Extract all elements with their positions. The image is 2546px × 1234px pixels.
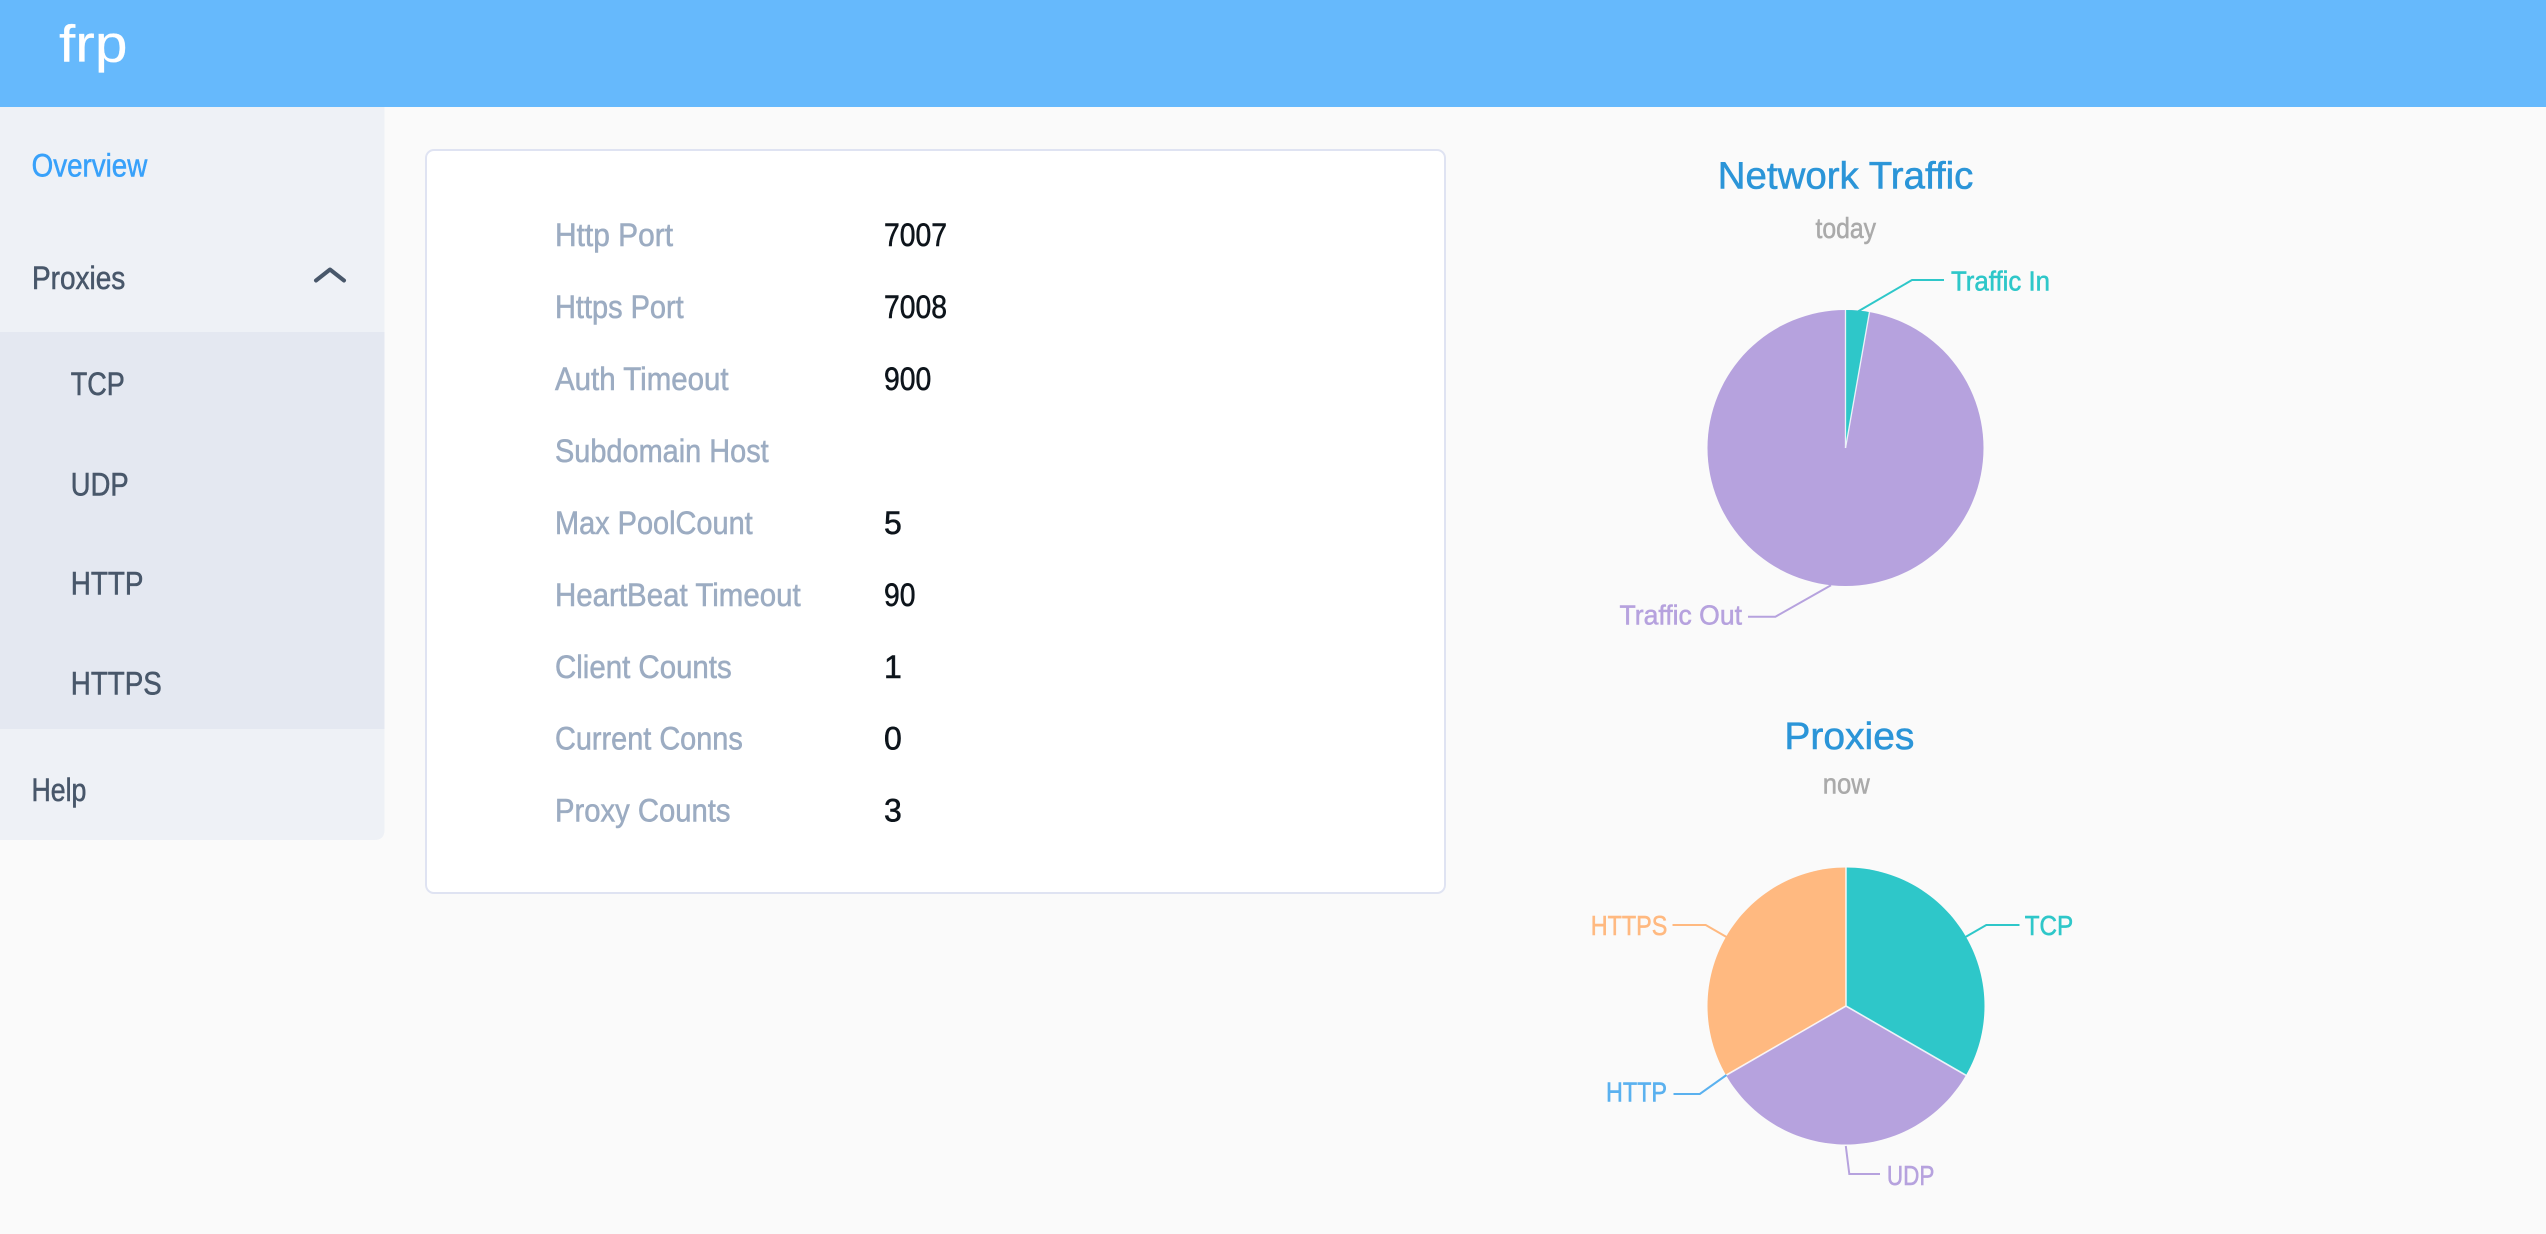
svg-text:Client Counts: Client Counts xyxy=(555,649,732,685)
svg-text:HTTP: HTTP xyxy=(1606,1077,1667,1108)
svg-text:Http Port: Http Port xyxy=(555,217,673,253)
svg-text:TCP: TCP xyxy=(71,366,125,402)
svg-text:90: 90 xyxy=(884,577,916,613)
svg-text:3: 3 xyxy=(884,793,902,829)
svg-text:HTTP: HTTP xyxy=(71,566,144,602)
svg-text:HTTPS: HTTPS xyxy=(71,665,162,701)
svg-text:frp: frp xyxy=(59,15,128,73)
svg-text:HTTPS: HTTPS xyxy=(1591,910,1668,941)
svg-text:HeartBeat Timeout: HeartBeat Timeout xyxy=(555,577,801,613)
svg-text:Traffic Out: Traffic Out xyxy=(1620,600,1743,631)
svg-text:Subdomain Host: Subdomain Host xyxy=(555,433,769,469)
svg-text:Traffic In: Traffic In xyxy=(1951,265,2050,296)
svg-text:5: 5 xyxy=(884,505,902,541)
svg-text:7008: 7008 xyxy=(884,289,947,325)
svg-text:Help: Help xyxy=(32,772,87,808)
svg-text:UDP: UDP xyxy=(71,467,129,503)
svg-text:today: today xyxy=(1816,213,1877,245)
svg-text:Proxies: Proxies xyxy=(1784,716,1914,758)
svg-text:UDP: UDP xyxy=(1887,1160,1935,1191)
svg-text:Network Traffic: Network Traffic xyxy=(1718,156,1974,198)
svg-text:0: 0 xyxy=(884,721,902,757)
svg-text:Https Port: Https Port xyxy=(555,289,684,325)
svg-text:TCP: TCP xyxy=(2025,910,2074,941)
svg-text:Overview: Overview xyxy=(32,148,148,184)
svg-text:7007: 7007 xyxy=(884,217,947,253)
svg-text:Current Conns: Current Conns xyxy=(555,721,743,757)
svg-text:Auth Timeout: Auth Timeout xyxy=(555,361,729,397)
svg-text:1: 1 xyxy=(884,649,902,685)
svg-text:Proxy Counts: Proxy Counts xyxy=(555,793,731,829)
svg-text:Max PoolCount: Max PoolCount xyxy=(555,505,753,541)
svg-text:now: now xyxy=(1823,769,1871,801)
svg-text:Proxies: Proxies xyxy=(32,260,125,296)
svg-text:900: 900 xyxy=(884,361,931,397)
